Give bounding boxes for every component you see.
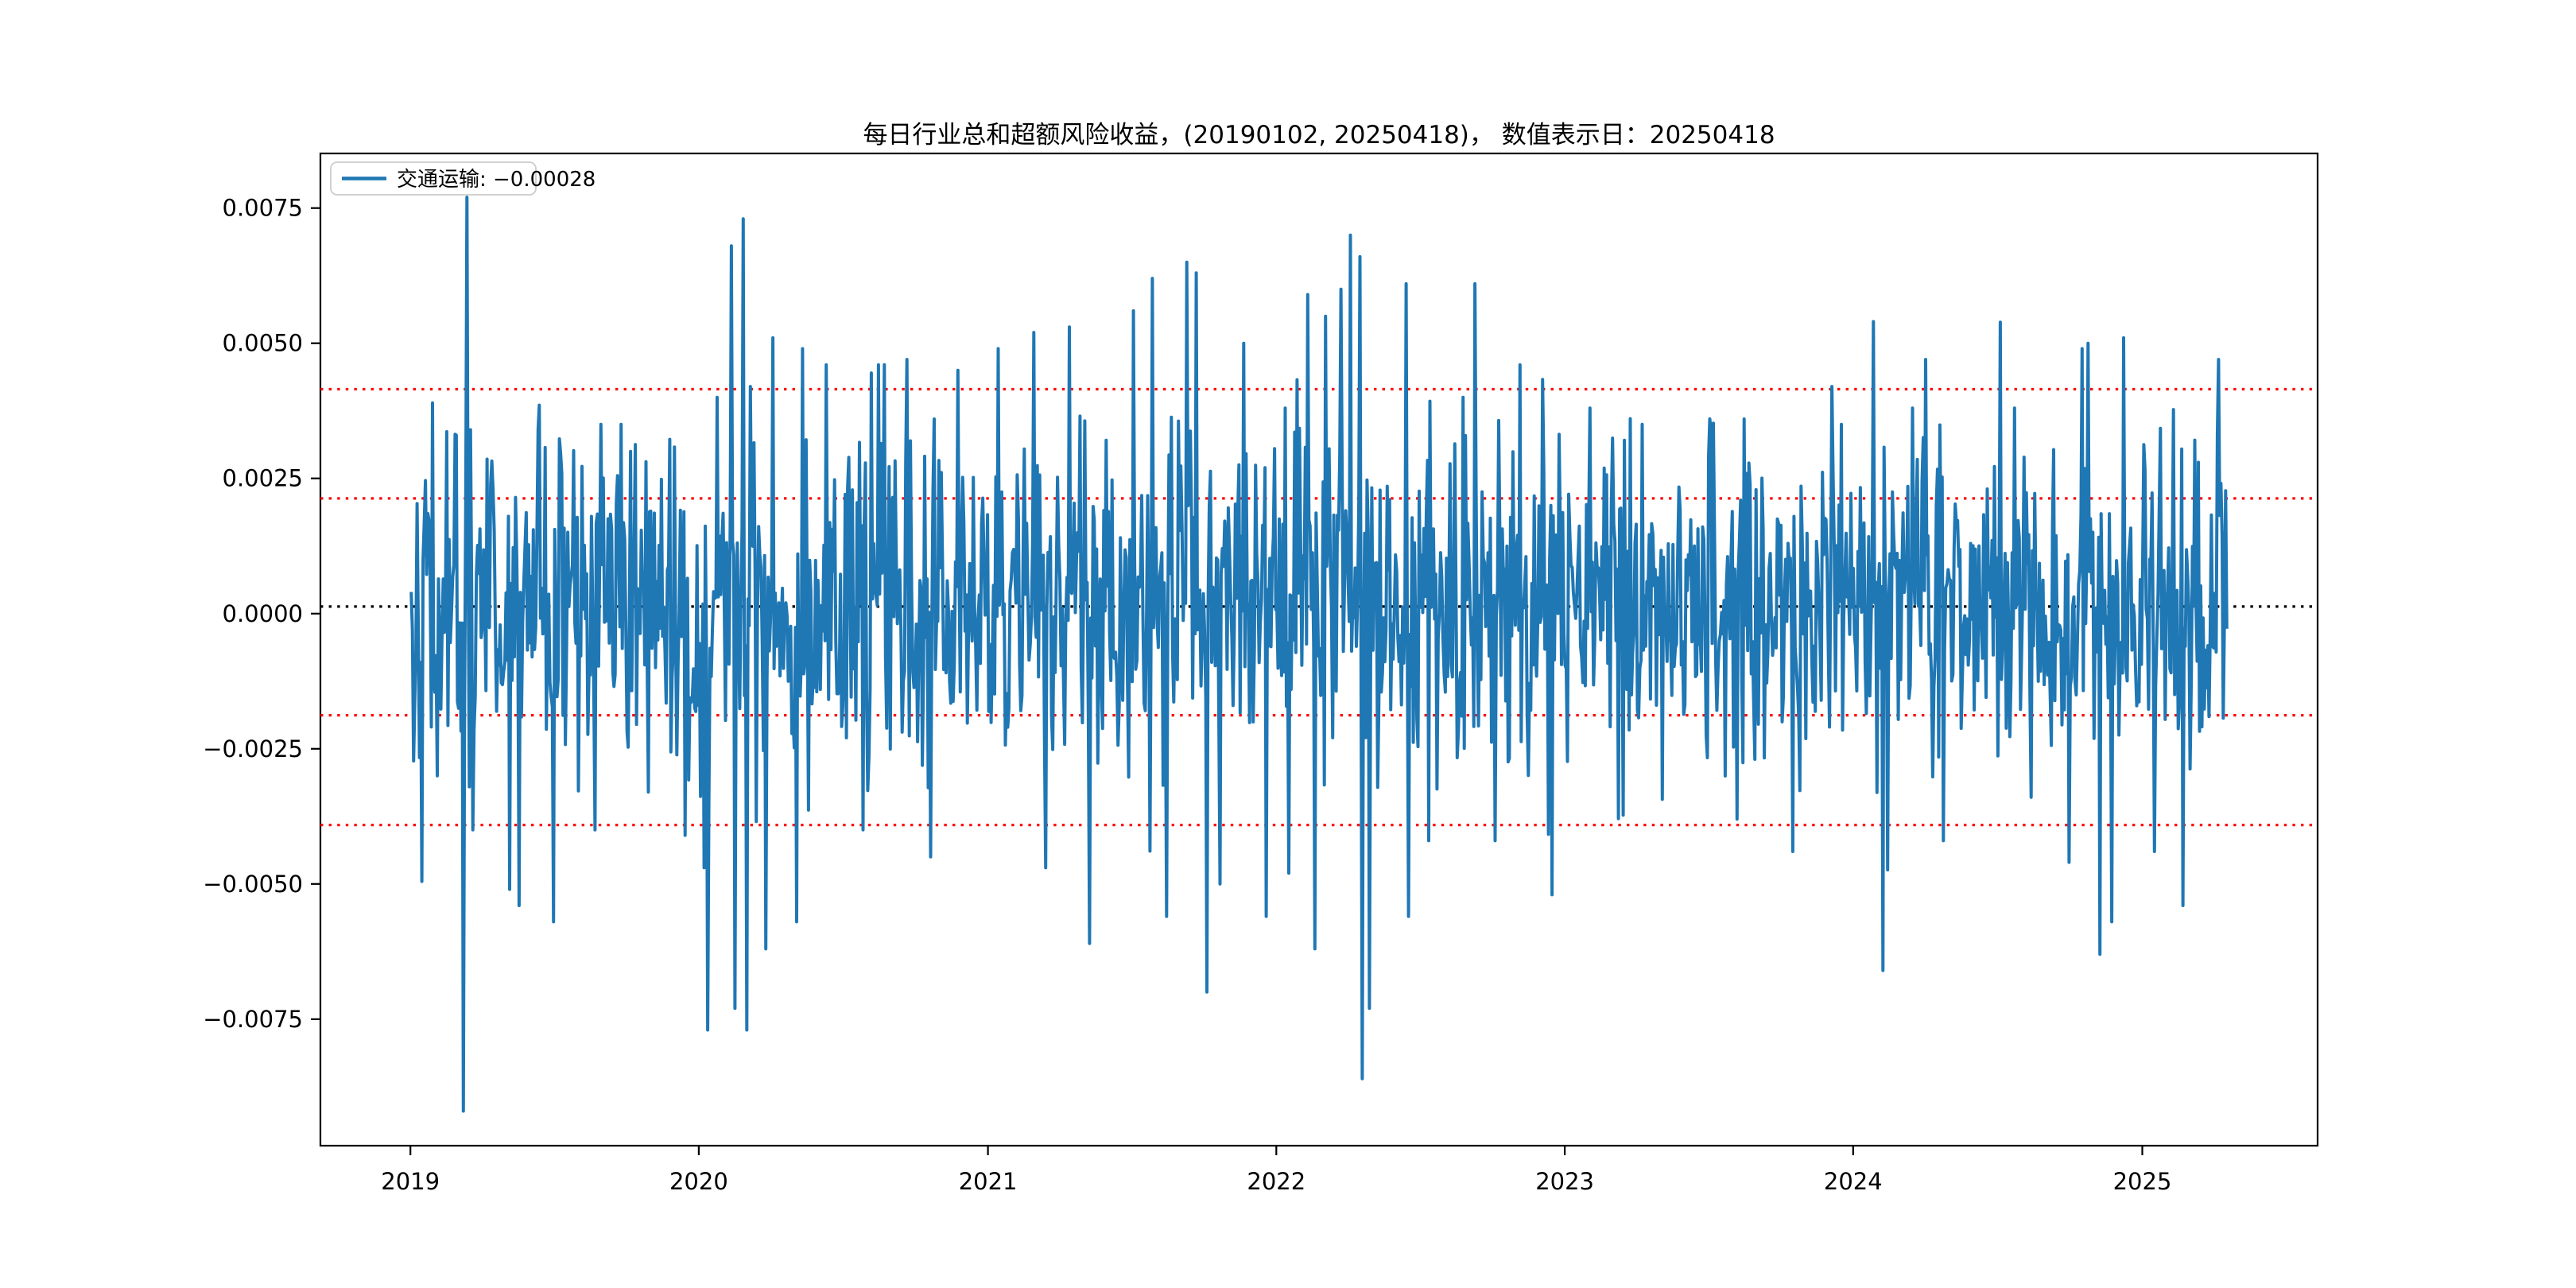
legend: 交通运输: −0.00028 (330, 161, 596, 196)
legend-label: 交通运输: −0.00028 (397, 168, 596, 192)
x-tick-label: 2019 (381, 1168, 440, 1195)
series-line-group (409, 196, 2229, 1113)
x-tick-label: 2024 (1824, 1168, 1883, 1195)
y-tick-label: 0.0050 (223, 330, 303, 357)
y-tick-label: −0.0025 (203, 735, 303, 762)
y-axis: 0.0075 0.0050 0.0025 0.0000 −0.0025 −0.0050 −0… (203, 195, 320, 1033)
chart-title: 每日行业总和超额风险收益，(20190102, 20250418)， 数值表示日… (863, 121, 1775, 149)
legend-box (330, 161, 537, 196)
y-tick-label: 0.0075 (223, 195, 303, 222)
y-tick-label: 0.0000 (223, 600, 303, 627)
x-tick-label: 2022 (1247, 1168, 1305, 1195)
x-tick-label: 2020 (669, 1168, 728, 1195)
y-tick-label: 0.0025 (223, 465, 303, 492)
plot-frame (319, 152, 2319, 1147)
series-line-交通运输 (409, 196, 2229, 1113)
y-tick-label: −0.0050 (203, 871, 303, 898)
x-tick-label: 2025 (2113, 1168, 2172, 1195)
y-tick-label: −0.0075 (203, 1006, 303, 1033)
x-tick-label: 2023 (1535, 1168, 1594, 1195)
x-tick-label: 2021 (959, 1168, 1018, 1195)
x-axis: 2019 2020 2021 2022 2023 2024 2025 (381, 1146, 2171, 1195)
